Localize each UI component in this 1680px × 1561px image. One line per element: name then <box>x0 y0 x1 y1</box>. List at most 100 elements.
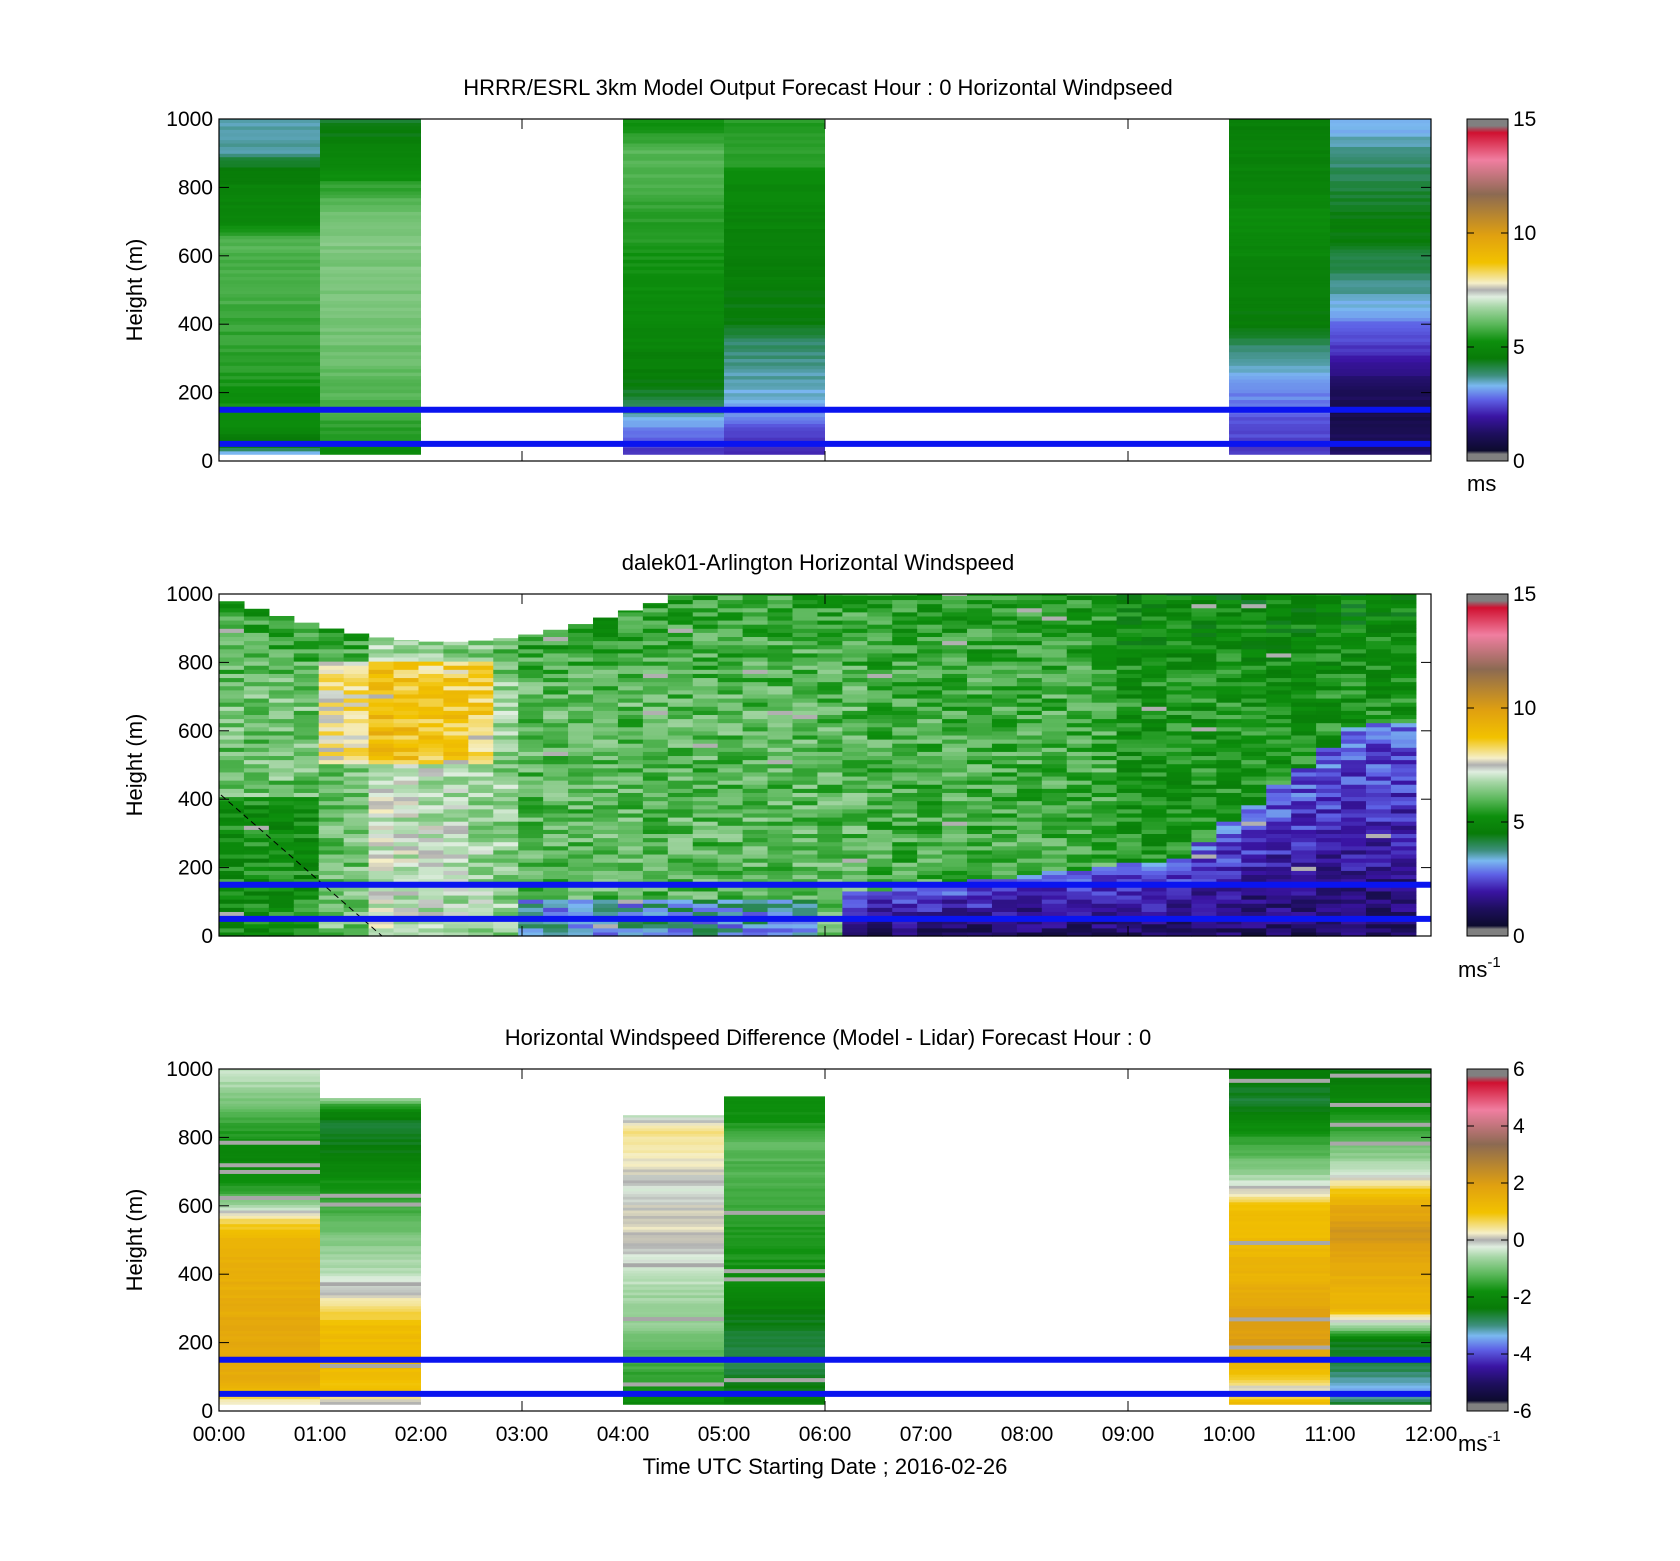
heatmap-cell <box>219 808 245 814</box>
heatmap-cell <box>767 697 794 703</box>
heatmap-cell <box>293 923 320 929</box>
heatmap-cell <box>493 784 519 789</box>
heatmap-cell <box>243 890 270 896</box>
heatmap-cell <box>320 1098 421 1102</box>
heatmap-cell <box>724 225 825 230</box>
heatmap-cell <box>243 661 270 666</box>
heatmap-cell <box>1141 693 1168 699</box>
heatmap-cell <box>817 689 843 695</box>
heatmap-cell <box>967 726 993 732</box>
heatmap-cell <box>623 317 724 322</box>
heatmap-cell <box>717 792 744 798</box>
heatmap-cell <box>1216 595 1242 601</box>
heatmap-cell <box>867 743 893 748</box>
heatmap-cell <box>219 269 320 274</box>
heatmap-cell <box>518 644 544 650</box>
heatmap-cell <box>717 804 744 810</box>
heatmap-cell <box>1291 632 1317 638</box>
heatmap-cell <box>842 763 868 769</box>
heatmap-cell <box>1341 599 1367 605</box>
heatmap-cell <box>767 784 794 789</box>
heatmap-cell <box>942 669 968 674</box>
heatmap-cell <box>917 681 943 687</box>
heatmap-cell <box>243 816 270 822</box>
heatmap-cell <box>543 714 569 720</box>
heatmap-cell <box>892 775 918 781</box>
heatmap-cell <box>1291 681 1317 687</box>
heatmap-cell <box>393 710 420 715</box>
heatmap-cell <box>1191 894 1217 900</box>
heatmap-cell <box>393 661 420 666</box>
heatmap-cell <box>867 685 893 691</box>
heatmap-cell <box>1316 710 1342 715</box>
heatmap-cell <box>1216 624 1242 629</box>
heatmap-cell <box>1229 149 1330 154</box>
heatmap-cell <box>942 825 968 830</box>
heatmap-cell <box>1141 784 1168 789</box>
heatmap-cell <box>393 648 420 654</box>
heatmap-cell <box>1365 890 1392 896</box>
heatmap-cell <box>817 747 843 752</box>
heatmap-cell <box>320 1226 421 1230</box>
heatmap-cell <box>568 829 594 834</box>
heatmap-cell <box>318 837 345 843</box>
heatmap-cell <box>1241 706 1267 711</box>
heatmap-cell <box>243 739 270 744</box>
heatmap-cell <box>642 673 669 679</box>
heatmap-cell <box>443 685 469 691</box>
heatmap-cell <box>742 784 769 789</box>
heatmap-cell <box>443 829 469 834</box>
heatmap-cell <box>320 313 421 318</box>
heatmap-cell <box>1330 269 1431 274</box>
heatmap-cell <box>1066 858 1093 863</box>
heatmap-cell <box>1316 624 1342 629</box>
heatmap-cell <box>343 853 370 859</box>
heatmap-cell <box>1166 652 1193 658</box>
heatmap-cell <box>568 628 594 633</box>
heatmap-cell <box>518 833 544 839</box>
heatmap-cell <box>767 628 794 633</box>
heatmap-cell <box>1330 187 1431 192</box>
heatmap-cell <box>724 1363 825 1367</box>
heatmap-cell <box>1266 878 1292 884</box>
heatmap-cell <box>1041 767 1068 773</box>
heatmap-cell <box>892 673 918 679</box>
heatmap-cell <box>867 706 893 711</box>
heatmap-cell <box>1216 849 1242 855</box>
heatmap-cell <box>1365 886 1392 892</box>
heatmap-cell <box>493 907 519 912</box>
heatmap-cell <box>667 845 694 851</box>
heatmap-cell <box>1016 661 1043 666</box>
heatmap-cell <box>792 624 819 629</box>
heatmap-cell <box>343 890 370 896</box>
heatmap-cell <box>617 767 644 773</box>
heatmap-cell <box>623 218 724 223</box>
heatmap-cell <box>1141 862 1168 867</box>
heatmap-cell <box>1266 927 1292 933</box>
heatmap-cell <box>692 784 719 789</box>
heatmap-cell <box>1066 841 1093 847</box>
heatmap-cell <box>892 759 918 765</box>
heatmap-cell <box>1390 837 1417 843</box>
heatmap-cell <box>1241 739 1267 744</box>
heatmap-cell <box>468 726 494 732</box>
heatmap-cell <box>742 829 769 834</box>
heatmap-cell <box>568 689 594 695</box>
heatmap-cell <box>842 595 868 601</box>
heatmap-cell <box>1091 849 1118 855</box>
heatmap-cell <box>1191 775 1217 781</box>
heatmap-cell <box>667 611 694 617</box>
heatmap-cell <box>1390 710 1417 715</box>
heatmap-cell <box>842 669 868 674</box>
heatmap-cell <box>1241 853 1267 859</box>
heatmap-cell <box>343 784 370 789</box>
heatmap-cell <box>219 242 320 247</box>
heatmap-cell <box>320 1338 421 1342</box>
heatmap-cell <box>1166 907 1193 912</box>
heatmap-cell <box>1066 706 1093 711</box>
heatmap-cell <box>393 706 420 711</box>
heatmap-cell <box>320 1401 421 1405</box>
heatmap-cell <box>724 341 825 346</box>
heatmap-cell <box>1365 780 1392 785</box>
heatmap-cell <box>320 354 421 359</box>
